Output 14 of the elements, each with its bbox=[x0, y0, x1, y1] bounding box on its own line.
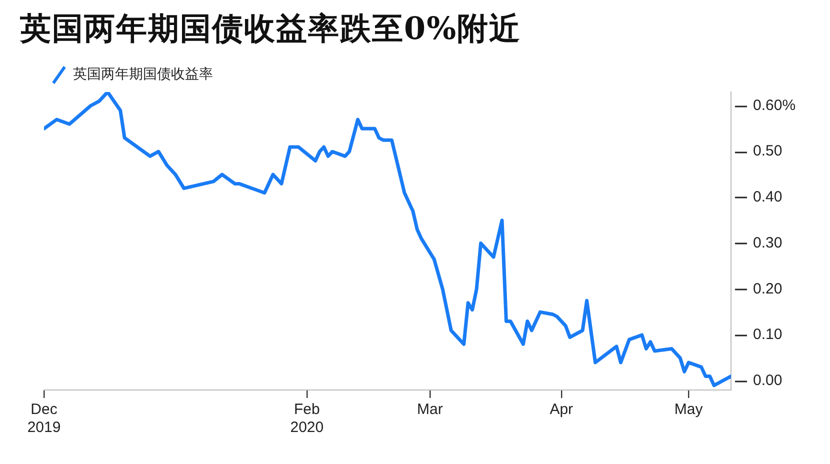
y-tick-label: 0.00 bbox=[753, 372, 782, 389]
y-tick-label: 0.40 bbox=[753, 188, 782, 206]
x-tick-label: Dec 2019 bbox=[27, 401, 61, 436]
y-tick-label: 0.60% bbox=[753, 96, 796, 114]
y-tick-label: 0.30 bbox=[753, 234, 782, 252]
legend-label: 英国两年期国债收益率 bbox=[73, 66, 213, 83]
chart-title: 英国两年期国债收益率跌至0%附近 bbox=[20, 10, 522, 49]
x-tick-label: May bbox=[674, 401, 704, 418]
x-tick-label: Feb 2020 bbox=[290, 401, 324, 436]
x-tick-label: Mar bbox=[416, 401, 443, 418]
x-tick-label: Apr bbox=[550, 401, 574, 418]
y-tick-label: 0.10 bbox=[753, 326, 782, 344]
y-tick-label: 0.50 bbox=[753, 142, 782, 160]
y-tick-label: 0.20 bbox=[753, 280, 782, 298]
